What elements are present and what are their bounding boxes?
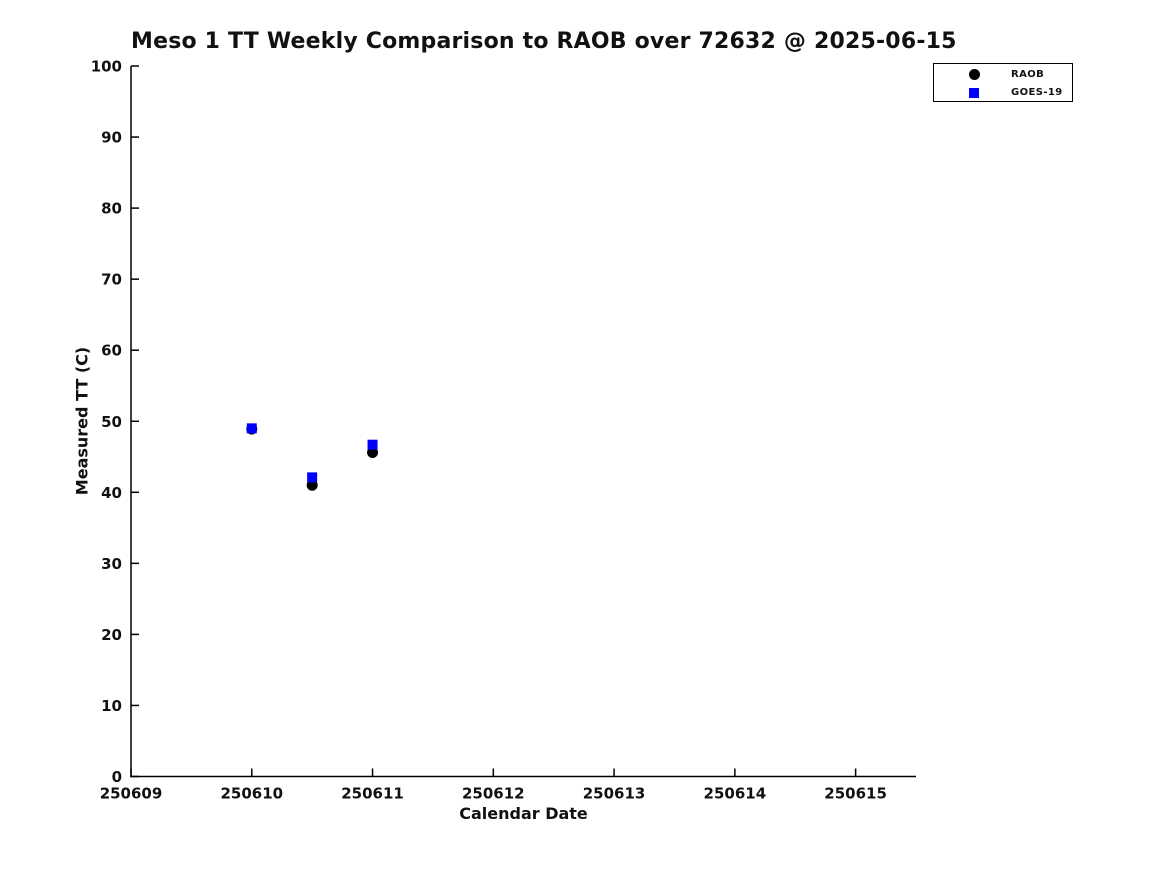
- legend-label-raob: RAOB: [1011, 69, 1045, 80]
- x-tick-label: 250612: [462, 785, 525, 803]
- y-tick-label: 10: [101, 697, 122, 715]
- legend-marker-wrap: [968, 69, 980, 80]
- data-point-raob: [306, 479, 318, 491]
- y-tick-label: 40: [101, 484, 122, 502]
- x-tick-label: 250610: [220, 785, 283, 803]
- data-point-goes-19: [246, 423, 257, 434]
- data-point-goes-19: [307, 472, 318, 483]
- chart-title: Meso 1 TT Weekly Comparison to RAOB over…: [131, 29, 957, 54]
- y-tick-label: 70: [101, 271, 122, 289]
- y-tick-label: 60: [101, 342, 122, 360]
- data-point-goes-19: [367, 439, 378, 450]
- y-tick-label: 50: [101, 413, 122, 431]
- legend-marker-wrap: [968, 87, 980, 98]
- x-tick-label: 250615: [824, 785, 887, 803]
- square-marker-icon: [969, 87, 979, 98]
- legend-item-goes19: GOES-19: [934, 86, 1072, 99]
- y-tick-label: 80: [101, 200, 122, 218]
- legend-item-raob: RAOB: [934, 68, 1072, 81]
- y-tick-label: 0: [112, 768, 122, 786]
- y-axis-label: Measured TT (C): [72, 346, 92, 496]
- legend-label-goes19: GOES-19: [1011, 87, 1063, 98]
- x-tick-label: 250609: [100, 785, 163, 803]
- x-tick-label: 250614: [704, 785, 767, 803]
- x-tick-label: 250611: [341, 785, 404, 803]
- x-axis-label: Calendar Date: [459, 804, 588, 823]
- x-tick-label: 250613: [583, 785, 646, 803]
- circle-marker-icon: [968, 69, 980, 80]
- y-tick-label: 100: [91, 58, 122, 76]
- y-tick-label: 30: [101, 555, 122, 573]
- y-tick-label: 90: [101, 129, 122, 147]
- y-tick-label: 20: [101, 626, 122, 644]
- data-point-raob: [367, 447, 379, 459]
- legend: RAOB GOES-19: [933, 63, 1073, 102]
